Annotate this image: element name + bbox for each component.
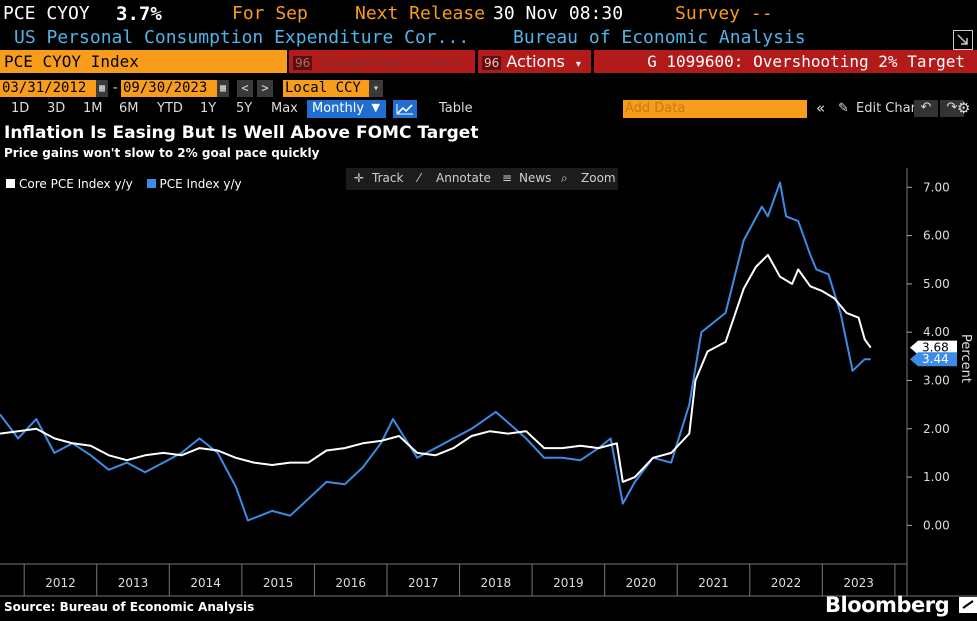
suggested-charts-button[interactable]: 96 Suggested Charts <box>289 50 475 73</box>
calendar-icon[interactable]: ▦ <box>217 80 229 97</box>
y-tick-label: 7.00 <box>923 180 950 194</box>
function-toolbar: PCE CYOY Index 96 Suggested Charts 96 Ac… <box>0 50 977 73</box>
chart-title: Inflation Is Easing But Is Well Above FO… <box>4 123 479 143</box>
x-tick-label: 2021 <box>698 576 729 590</box>
annotate-icon[interactable]: ⁄ <box>418 171 421 185</box>
edit-chart-button[interactable]: Edit Chart <box>856 101 922 116</box>
next-period-button[interactable]: > <box>257 80 273 97</box>
dropdown-icon: ▼ <box>371 101 380 114</box>
security-description-row: US Personal Consumption Expenditure Cor.… <box>0 27 977 49</box>
period-3d[interactable]: 3D <box>47 101 66 116</box>
frequency-dropdown[interactable]: Monthly ▼ <box>307 100 386 118</box>
source-agency[interactable]: Bureau of Economic Analysis <box>513 27 806 48</box>
x-tick-label: 2014 <box>190 576 221 590</box>
x-tick-label: 2023 <box>843 576 874 590</box>
expand-icon[interactable] <box>953 30 973 50</box>
y-axis-label: Percent <box>958 334 973 383</box>
redo-icon[interactable]: ↷ <box>940 100 964 117</box>
series-line-pce <box>0 181 871 522</box>
last-value-badge-core <box>910 340 957 355</box>
y-tick-label: 4.00 <box>923 325 950 339</box>
chart-subtitle: Price gains won't slow to 2% goal pace q… <box>4 146 320 160</box>
menu-icon[interactable] <box>958 594 977 613</box>
x-tick-label: 2017 <box>408 576 439 590</box>
chart-id-title[interactable]: G 1099600: Overshooting 2% Target <box>594 50 977 73</box>
legend-swatch-pce <box>146 179 156 188</box>
prev-period-button[interactable]: < <box>237 80 253 97</box>
x-tick-label: 2022 <box>771 576 802 590</box>
track-icon[interactable]: ✛ <box>354 171 365 185</box>
x-tick-label: 2016 <box>335 576 366 590</box>
period-max[interactable]: Max <box>271 101 298 116</box>
date-range-row: 03/31/2012 ▦ - 09/30/2023 ▦ < > Local CC… <box>0 80 977 98</box>
period-1m[interactable]: 1M <box>83 101 103 116</box>
x-tick-label: 2013 <box>118 576 149 590</box>
period-ytd[interactable]: YTD <box>157 101 183 116</box>
legend-swatch-core <box>6 179 15 188</box>
zoom-icon[interactable]: ⌕ <box>561 171 568 185</box>
period-1d[interactable]: 1D <box>11 101 30 116</box>
y-tick-label: 5.00 <box>923 277 950 291</box>
currency-field[interactable]: Local CCY <box>283 80 369 97</box>
legend-item-core[interactable]: Core PCE Index y/y <box>6 177 133 191</box>
chart-legend: Core PCE Index y/y PCE Index y/y <box>6 177 242 191</box>
last-value: 3.7% <box>116 3 162 25</box>
table-view-button[interactable]: Table <box>439 101 473 116</box>
y-tick-label: 3.00 <box>923 373 950 387</box>
add-data-input[interactable]: Add Data <box>623 100 807 118</box>
last-value-label-pce: 3.44 <box>922 352 949 366</box>
dropdown-icon: ▾ <box>575 59 581 70</box>
x-tick-label: 2020 <box>626 576 657 590</box>
gear-icon[interactable]: ⚙ <box>957 99 971 117</box>
y-tick-label: 1.00 <box>923 470 950 484</box>
last-value-badge-pce <box>910 352 957 367</box>
start-date-field[interactable]: 03/31/2012 <box>0 80 96 97</box>
zoom-button[interactable]: Zoom <box>581 171 616 185</box>
date-separator: - <box>111 80 120 96</box>
track-button[interactable]: Track <box>372 171 404 185</box>
series-line-core-pce <box>0 253 872 483</box>
period-6m[interactable]: 6M <box>119 101 139 116</box>
x-tick-label: 2012 <box>45 576 76 590</box>
period-5y[interactable]: 5Y <box>236 101 253 116</box>
bloomberg-logo: Bloomberg <box>825 593 977 617</box>
x-tick-label: 2019 <box>553 576 584 590</box>
news-button[interactable]: News <box>519 171 552 185</box>
line-chart-icon[interactable] <box>393 100 417 118</box>
collapse-icon[interactable]: « <box>816 99 826 117</box>
currency-dropdown-icon[interactable]: ▾ <box>369 80 383 97</box>
security-header: PCE CYOY 3.7% For Sep Next Release 30 No… <box>0 0 977 27</box>
calendar-icon[interactable]: ▦ <box>96 80 108 97</box>
x-tick-label: 2015 <box>263 576 294 590</box>
next-release-label: Next Release <box>355 3 486 24</box>
annotate-button[interactable]: Annotate <box>436 171 491 185</box>
ticker-label: PCE CYOY <box>3 3 90 24</box>
x-tick-label: 2018 <box>481 576 512 590</box>
period-label: For Sep <box>232 3 308 24</box>
y-tick-label: 0.00 <box>923 518 950 532</box>
end-date-field[interactable]: 09/30/2023 <box>121 80 217 97</box>
legend-item-pce[interactable]: PCE Index y/y <box>146 177 242 191</box>
y-tick-label: 6.00 <box>923 229 950 243</box>
y-tick-label: 2.00 <box>923 422 950 436</box>
chart-source: Source: Bureau of Economic Analysis <box>4 600 255 614</box>
last-value-label-core: 3.68 <box>922 341 949 355</box>
actions-button[interactable]: 96 Actions ▾ <box>478 50 591 73</box>
next-release-date: 30 Nov 08:30 <box>493 3 624 24</box>
period-toolbar: 1D 3D 1M 6M YTD 1Y 5Y Max Monthly ▼ Tabl… <box>0 99 977 119</box>
index-name-field[interactable]: PCE CYOY Index <box>0 50 287 73</box>
pencil-icon[interactable]: ✎ <box>838 101 849 116</box>
period-1y[interactable]: 1Y <box>200 101 217 116</box>
security-description[interactable]: US Personal Consumption Expenditure Cor.… <box>14 27 470 48</box>
survey-label: Survey -- <box>675 3 773 24</box>
news-icon[interactable]: ≡ <box>502 171 513 185</box>
chart-tools: ✛ Track ⁄ Annotate ≡ News ⌕ Zoom <box>346 168 618 190</box>
undo-icon[interactable]: ↶ <box>914 100 938 117</box>
